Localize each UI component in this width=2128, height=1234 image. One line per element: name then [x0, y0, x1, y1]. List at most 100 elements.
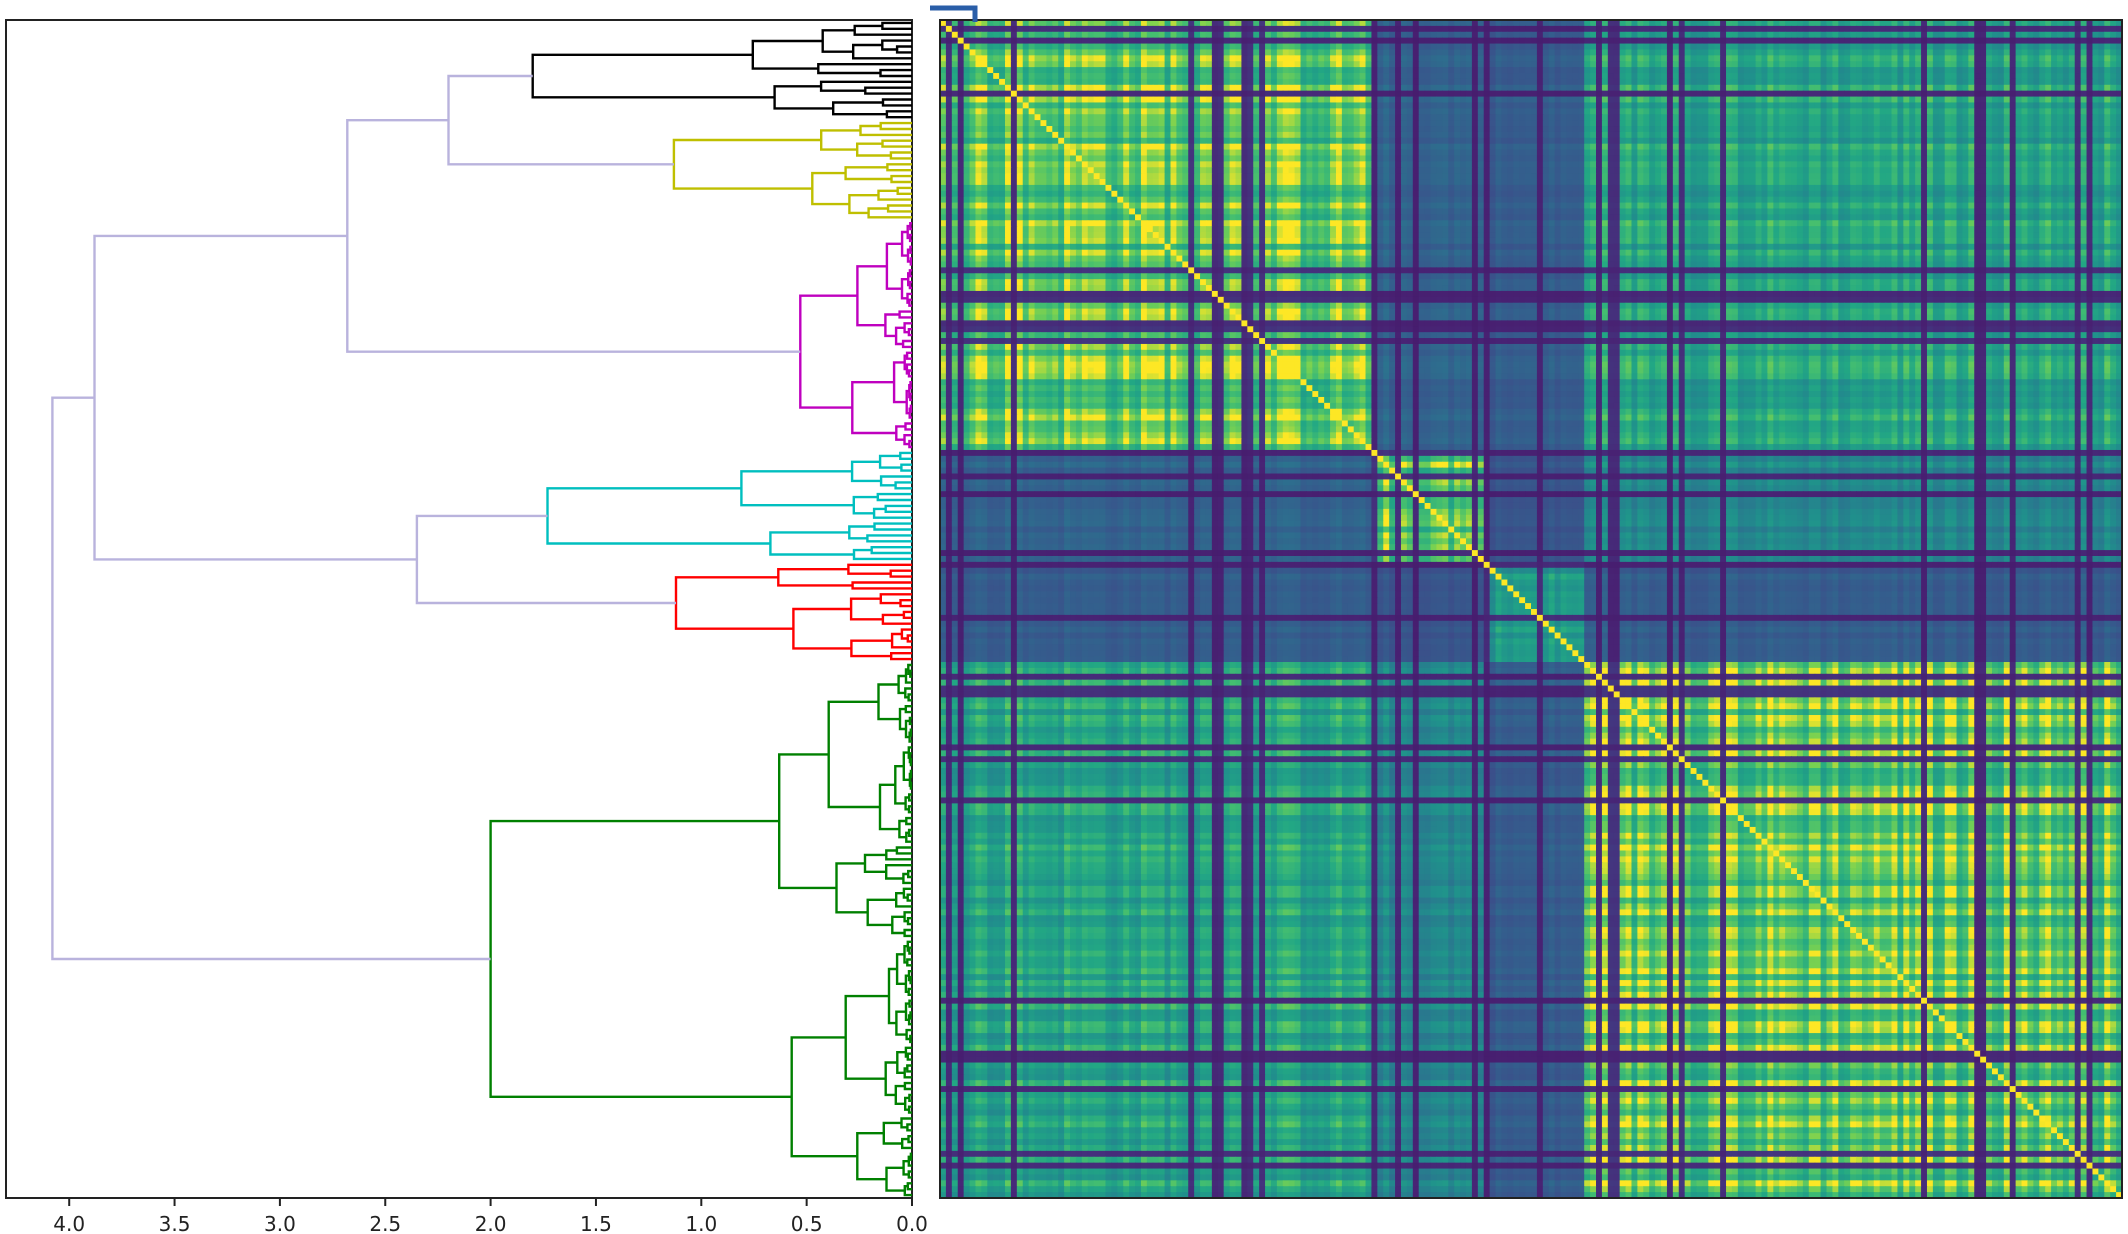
heatmap-cell [1631, 67, 1638, 73]
heatmap-cell [1720, 32, 1727, 38]
heatmap-cell [2010, 49, 2017, 55]
heatmap-cell [1732, 61, 1739, 67]
heatmap-cell [1803, 73, 1810, 79]
heatmap-cell [1572, 49, 1579, 55]
heatmap-cell [1342, 73, 1349, 79]
heatmap-cell [1732, 26, 1739, 32]
heatmap-cell [1100, 61, 1107, 67]
heatmap-cell [1289, 49, 1296, 55]
heatmap-cell [1513, 38, 1520, 44]
heatmap-cell [1129, 61, 1136, 67]
heatmap-cell [2033, 55, 2040, 61]
heatmap-cell [1708, 44, 1715, 50]
heatmap-cell [1732, 49, 1739, 55]
heatmap-cell [1655, 49, 1662, 55]
heatmap-cell [1318, 55, 1325, 61]
heatmap-cell [1011, 32, 1018, 38]
heatmap-cell [946, 61, 953, 67]
heatmap-cell [1513, 67, 1520, 73]
heatmap-cell [1968, 32, 1975, 38]
heatmap-cell [1005, 26, 1012, 32]
heatmap-cell [1892, 49, 1899, 55]
heatmap-cell [1496, 44, 1503, 50]
heatmap-cell [1608, 32, 1615, 38]
heatmap-cell [1927, 55, 1934, 61]
heatmap-cell [1141, 67, 1148, 73]
heatmap-cell [1797, 61, 1804, 67]
heatmap-cell [1295, 44, 1302, 50]
heatmap-cell [1058, 73, 1065, 79]
heatmap-cell [964, 44, 971, 50]
heatmap-cell [1360, 49, 1367, 55]
heatmap-cell [1720, 38, 1727, 44]
heatmap-cell [1052, 73, 1059, 79]
heatmap-cell [1880, 49, 1887, 55]
heatmap-cell [2033, 32, 2040, 38]
heatmap-cell [1791, 55, 1798, 61]
heatmap-cell [1815, 49, 1822, 55]
heatmap-cell [1052, 49, 1059, 55]
heatmap-cell [1939, 32, 1946, 38]
heatmap-cell [1750, 38, 1757, 44]
heatmap-cell [1147, 55, 1154, 61]
heatmap-cell [1815, 73, 1822, 79]
heatmap-cell [1915, 49, 1922, 55]
heatmap-cell [1974, 26, 1981, 32]
heatmap-cell [1442, 26, 1449, 32]
heatmap-cell [1431, 26, 1438, 32]
heatmap-cell [1224, 49, 1231, 55]
heatmap-cell [1702, 49, 1709, 55]
heatmap-cell [1105, 55, 1112, 61]
heatmap-cell [1265, 26, 1272, 32]
heatmap-cell [2016, 49, 2023, 55]
heatmap-cell [1927, 49, 1934, 55]
heatmap-cell [1206, 26, 1213, 32]
heatmap-cell [1360, 55, 1367, 61]
heatmap-cell [1649, 55, 1656, 61]
heatmap-cell [1962, 32, 1969, 38]
heatmap-cell [1017, 32, 1024, 38]
heatmap-cell [1342, 61, 1349, 67]
heatmap-cell [1626, 26, 1633, 32]
heatmap-cell [1850, 55, 1857, 61]
heatmap-cell [1631, 32, 1638, 38]
heatmap-cell [1490, 55, 1497, 61]
heatmap-cell [1283, 61, 1290, 67]
heatmap-cell [1348, 55, 1355, 61]
dendrogram-link [909, 385, 910, 397]
heatmap-cell [2075, 44, 2082, 50]
heatmap-cell [1324, 44, 1331, 50]
heatmap-cell [1832, 26, 1839, 32]
heatmap-cell [1153, 67, 1160, 73]
heatmap-cell [1673, 32, 1680, 38]
heatmap-cell [1691, 38, 1698, 44]
heatmap-cell [1927, 38, 1934, 44]
heatmap-cell [1366, 26, 1373, 32]
heatmap-cell [1040, 55, 1047, 61]
heatmap-cell [1401, 61, 1408, 67]
heatmap-cell [1827, 67, 1834, 73]
heatmap-cell [1685, 73, 1692, 79]
heatmap-cell [1005, 61, 1012, 67]
heatmap-cell [2057, 26, 2064, 32]
heatmap-cell [1549, 44, 1556, 50]
heatmap-cell [981, 61, 988, 67]
heatmap-cell [1129, 55, 1136, 61]
heatmap-cell [1212, 49, 1219, 55]
heatmap-cell [2010, 26, 2017, 32]
heatmap-cell [1176, 32, 1183, 38]
heatmap-cell [1986, 55, 1993, 61]
dendrogram-link [911, 259, 912, 265]
heatmap-cell [2033, 67, 2040, 73]
heatmap-cell [1602, 73, 1609, 79]
heatmap-cell [1058, 55, 1065, 61]
heatmap-cell [1886, 49, 1893, 55]
heatmap-cell [1431, 32, 1438, 38]
heatmap-cell [1939, 55, 1946, 61]
heatmap-cell [1111, 55, 1118, 61]
heatmap-cell [2087, 61, 2094, 67]
heatmap-cell [2027, 55, 2034, 61]
heatmap-cell [1602, 67, 1609, 73]
heatmap-cell [1425, 26, 1432, 32]
heatmap-cell [1253, 61, 1260, 67]
